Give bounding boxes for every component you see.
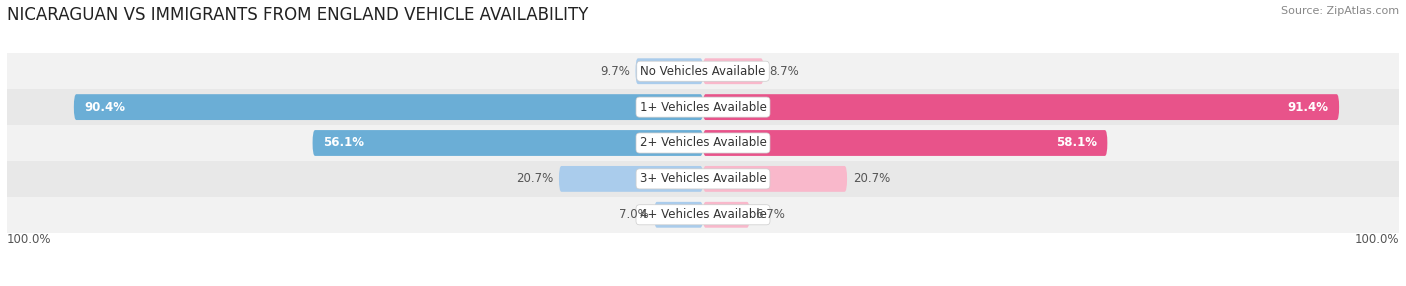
Text: No Vehicles Available: No Vehicles Available (640, 65, 766, 78)
FancyBboxPatch shape (75, 94, 703, 120)
Text: 7.0%: 7.0% (619, 208, 648, 221)
Text: 3+ Vehicles Available: 3+ Vehicles Available (640, 172, 766, 185)
Text: 56.1%: 56.1% (323, 136, 364, 150)
Text: 6.7%: 6.7% (755, 208, 785, 221)
FancyBboxPatch shape (703, 202, 749, 228)
Text: 58.1%: 58.1% (1056, 136, 1097, 150)
Text: 2+ Vehicles Available: 2+ Vehicles Available (640, 136, 766, 150)
Bar (7, 161, 1399, 197)
Text: 20.7%: 20.7% (516, 172, 554, 185)
Bar (7, 89, 1399, 125)
Text: 20.7%: 20.7% (852, 172, 890, 185)
FancyBboxPatch shape (703, 58, 763, 84)
Text: 90.4%: 90.4% (84, 101, 125, 114)
FancyBboxPatch shape (703, 130, 1108, 156)
Text: 1+ Vehicles Available: 1+ Vehicles Available (640, 101, 766, 114)
Text: NICARAGUAN VS IMMIGRANTS FROM ENGLAND VEHICLE AVAILABILITY: NICARAGUAN VS IMMIGRANTS FROM ENGLAND VE… (7, 6, 588, 24)
FancyBboxPatch shape (703, 94, 1339, 120)
Bar (7, 197, 1399, 233)
Text: 91.4%: 91.4% (1288, 101, 1329, 114)
FancyBboxPatch shape (312, 130, 703, 156)
FancyBboxPatch shape (654, 202, 703, 228)
Text: 100.0%: 100.0% (1354, 233, 1399, 247)
Text: Source: ZipAtlas.com: Source: ZipAtlas.com (1281, 6, 1399, 16)
Text: 100.0%: 100.0% (7, 233, 52, 247)
FancyBboxPatch shape (703, 166, 846, 192)
Text: 9.7%: 9.7% (600, 65, 630, 78)
Text: 8.7%: 8.7% (769, 65, 799, 78)
Text: 4+ Vehicles Available: 4+ Vehicles Available (640, 208, 766, 221)
FancyBboxPatch shape (636, 58, 703, 84)
FancyBboxPatch shape (560, 166, 703, 192)
Bar (7, 53, 1399, 89)
Bar (7, 125, 1399, 161)
